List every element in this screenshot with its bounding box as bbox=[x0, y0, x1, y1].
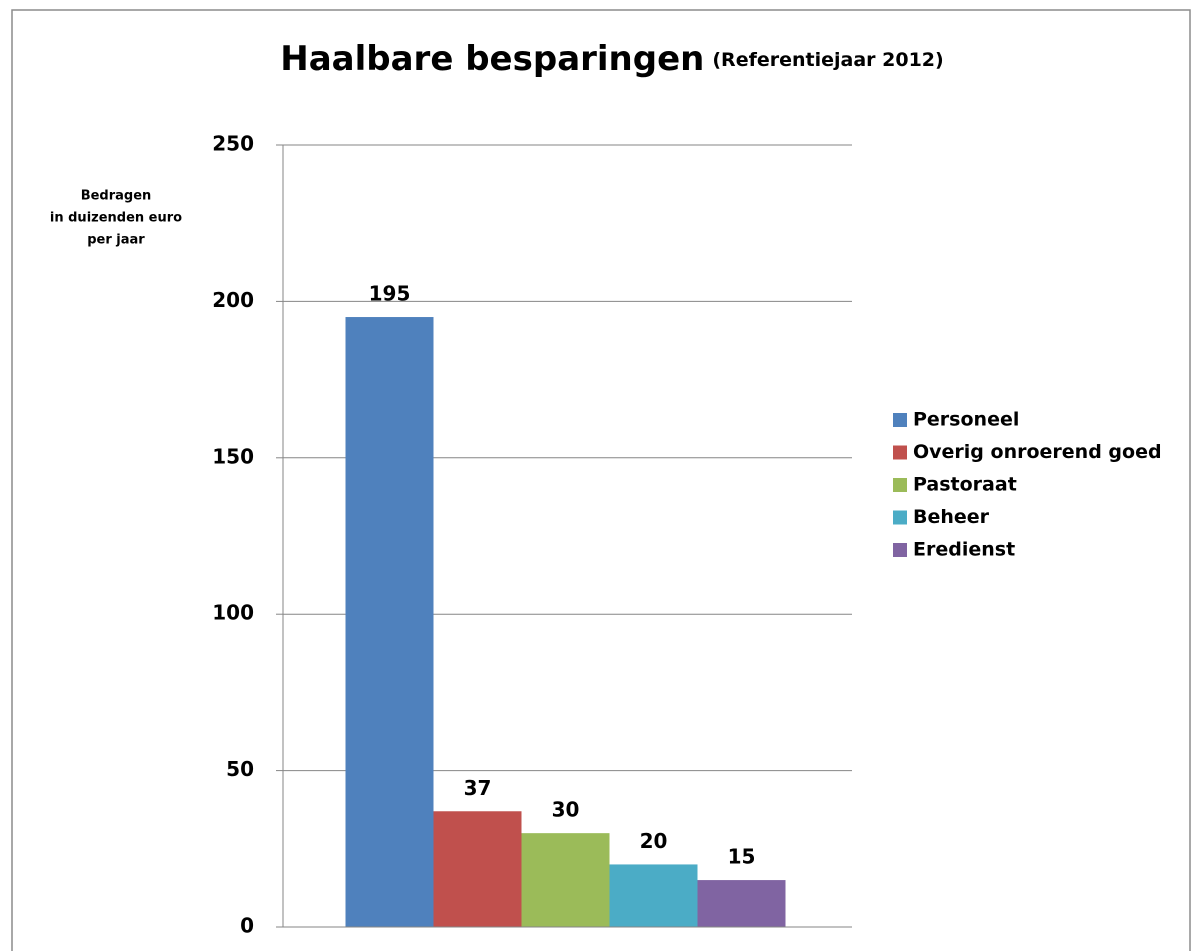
legend-label: Pastoraat bbox=[913, 474, 1017, 496]
y-tick-label: 150 bbox=[212, 444, 254, 468]
data-label: 20 bbox=[640, 829, 668, 853]
legend-swatch bbox=[893, 445, 907, 460]
legend-swatch bbox=[893, 413, 907, 427]
y-tick-label: 0 bbox=[240, 914, 254, 938]
data-label: 195 bbox=[369, 282, 411, 306]
y-axis-label: in duizenden euro bbox=[50, 211, 182, 226]
bar bbox=[521, 833, 610, 927]
y-tick-label: 100 bbox=[212, 601, 254, 625]
chart-border bbox=[11, 9, 1191, 951]
legend-swatch bbox=[893, 543, 907, 557]
legend-label: Overig onroerend goed bbox=[913, 441, 1162, 463]
legend-label: Personeel bbox=[913, 409, 1019, 431]
bar bbox=[697, 880, 786, 927]
y-axis-label: per jaar bbox=[87, 233, 145, 248]
data-label: 30 bbox=[552, 798, 580, 822]
y-tick-label: 250 bbox=[212, 132, 254, 156]
legend-label: Beheer bbox=[913, 506, 990, 528]
legend-label: Eredienst bbox=[913, 539, 1015, 561]
bar bbox=[609, 864, 698, 927]
legend-swatch bbox=[893, 510, 907, 525]
bar bbox=[345, 317, 434, 927]
y-axis-label: Bedragen bbox=[81, 189, 152, 204]
data-label: 15 bbox=[728, 845, 756, 869]
bar bbox=[433, 811, 522, 927]
y-tick-label: 50 bbox=[226, 757, 254, 781]
y-tick-label: 200 bbox=[212, 288, 254, 312]
chart-title-group: Haalbare besparingen (Referentiejaar 2012… bbox=[280, 39, 943, 79]
chart-title: Haalbare besparingen bbox=[280, 39, 704, 79]
data-label: 37 bbox=[464, 776, 492, 800]
legend-swatch bbox=[893, 478, 907, 492]
chart-subtitle: (Referentiejaar 2012) bbox=[712, 49, 943, 71]
